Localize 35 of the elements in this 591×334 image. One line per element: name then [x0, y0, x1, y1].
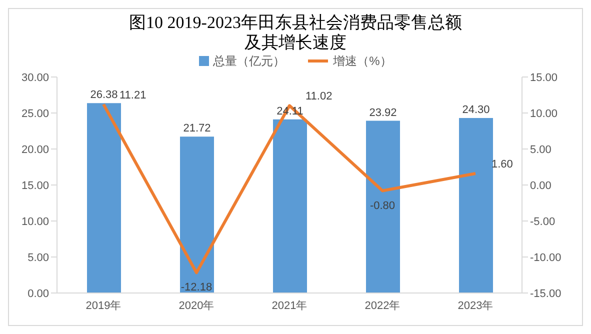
data-label: 11.02: [306, 90, 332, 103]
bar: [180, 136, 214, 293]
data-label: 24.30: [462, 104, 490, 116]
bar: [366, 120, 400, 293]
y2-tick-label: 0.00: [530, 180, 552, 192]
data-label: 11.21: [120, 89, 146, 102]
data-label: 26.38: [90, 89, 118, 102]
data-label: 23.92: [369, 106, 397, 119]
y-tick-label: 10.00: [21, 216, 49, 228]
bar: [87, 103, 121, 293]
chart-title: 图10 2019-2023年田东县社会消费品零售总额及其增长速度: [128, 12, 463, 53]
y2-tick-label: 15.00: [530, 72, 558, 84]
x-tick-label: 2020年: [178, 300, 214, 312]
y-tick-label: 15.00: [21, 180, 49, 192]
y2-tick-label: 5.00: [530, 144, 552, 156]
legend-label: 增速（%）: [333, 52, 392, 70]
y2-tick-label: 10.00: [530, 108, 558, 120]
y-tick-label: 5.00: [28, 252, 49, 264]
x-tick-label: 2023年: [458, 300, 494, 312]
y-tick-label: 20.00: [21, 144, 49, 156]
legend-label: 总量（亿元）: [213, 52, 286, 70]
x-tick-label: 2019年: [86, 300, 122, 312]
y2-tick-label: -15.00: [530, 288, 562, 300]
y-tick-label: 0.00: [28, 288, 49, 300]
bar: [459, 118, 493, 293]
y2-tick-label: -5.00: [530, 216, 556, 228]
y-tick-label: 30.00: [21, 72, 49, 84]
y-tick-label: 25.00: [21, 108, 49, 120]
x-tick-label: 2022年: [364, 300, 400, 312]
data-label: 21.72: [183, 122, 211, 135]
y2-tick-label: -10.00: [530, 252, 562, 264]
bar: [273, 119, 307, 293]
x-tick-label: 2021年: [272, 300, 308, 312]
data-label: -12.18: [180, 282, 212, 294]
data-label: -0.80: [370, 200, 396, 212]
